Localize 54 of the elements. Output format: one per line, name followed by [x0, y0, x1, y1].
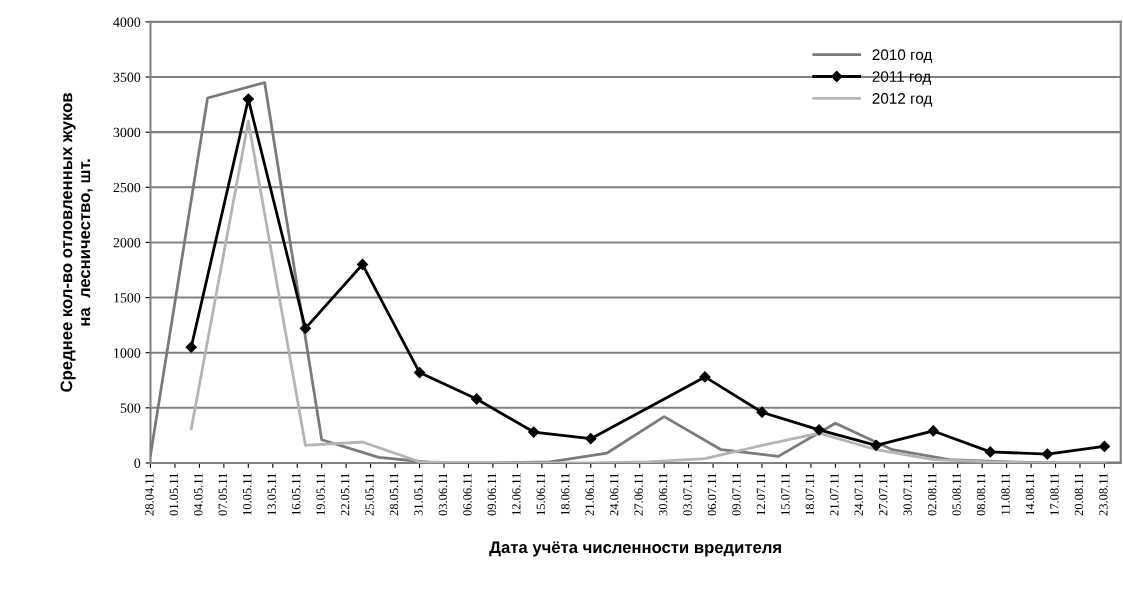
- x-tick-label: 05.08.11: [952, 473, 961, 516]
- y-tick-label: 2500: [113, 182, 141, 193]
- x-tick-label: 06.07.11: [707, 473, 717, 516]
- x-tick-label: 28.04.11: [145, 473, 154, 516]
- x-tick-label: 06.06.11: [463, 473, 472, 516]
- x-tick-label: 22.05.11: [340, 473, 350, 516]
- x-tick-label: 13.05.11: [267, 473, 276, 515]
- x-tick-label: 03.07.11: [683, 473, 692, 516]
- y-tick-label: 3000: [113, 127, 141, 138]
- x-tick-label: 10.05.11: [243, 473, 252, 515]
- x-tick-label: 16.05.11: [291, 473, 301, 515]
- y-tick-label: 500: [120, 403, 141, 413]
- x-tick-label: 12.07.11: [756, 473, 766, 515]
- y-tick-label: 1500: [114, 293, 141, 303]
- x-tick-label: 09.06.11: [487, 473, 497, 516]
- x-tick-label: 21.07.11: [830, 473, 839, 516]
- x-tick-label: 24.07.11: [854, 473, 864, 516]
- x-tick-label: 09.07.11: [732, 473, 741, 516]
- x-tick-label: 11.08.11: [1001, 473, 1010, 515]
- y-tick-label: 0: [134, 458, 141, 468]
- y-tick-label: 4000: [113, 17, 141, 27]
- x-tick-label: 15.07.11: [781, 473, 790, 515]
- y-tick-label: 2000: [113, 238, 141, 248]
- x-tick-label: 19.05.11: [316, 473, 325, 515]
- x-tick-label: 04.05.11: [194, 473, 203, 516]
- x-tick-label: 03.06.11: [438, 473, 448, 516]
- x-tick-label: 25.05.11: [365, 473, 374, 516]
- x-tick-label: 23.08.11: [1099, 473, 1108, 516]
- x-tick-label: 28.05.11: [389, 473, 399, 516]
- x-tick-label: 02.08.11: [927, 473, 937, 516]
- x-tick-label: 24.06.11: [609, 473, 619, 516]
- x-tick-label: 30.07.11: [903, 473, 912, 516]
- y-tick-label: 1000: [114, 348, 141, 358]
- x-tick-label: 17.08.11: [1050, 473, 1059, 515]
- x-tick-label: 18.07.11: [805, 473, 815, 515]
- x-tick-label: 20.08.11: [1074, 473, 1084, 516]
- x-tick-label: 07.05.11: [218, 473, 228, 516]
- x-tick-label: 31.05.11: [414, 473, 423, 516]
- x-tick-label: 12.06.11: [512, 473, 521, 515]
- x-tick-label: 18.06.11: [561, 473, 570, 515]
- legend-label: 2012 год: [872, 93, 933, 107]
- y-axis-title: Среднее кол-во отловленных жуков на лесничество, шт.: [60, 93, 93, 392]
- x-tick-label: 08.08.11: [976, 473, 986, 516]
- x-tick-label: 14.08.11: [1025, 473, 1035, 515]
- x-tick-label: 30.06.11: [658, 473, 668, 516]
- y-tick-label: 3500: [113, 72, 141, 82]
- x-axis-title: Дата учёта численности вредителя: [489, 541, 781, 557]
- legend-label: 2010 год: [872, 49, 933, 63]
- legend-label: 2011 год: [872, 71, 931, 85]
- x-tick-label: 27.06.11: [634, 473, 643, 516]
- x-tick-label: 15.06.11: [536, 473, 546, 515]
- x-tick-label: 27.07.11: [878, 473, 888, 516]
- x-tick-label: 01.05.11: [169, 473, 179, 516]
- x-tick-label: 21.06.11: [585, 473, 594, 516]
